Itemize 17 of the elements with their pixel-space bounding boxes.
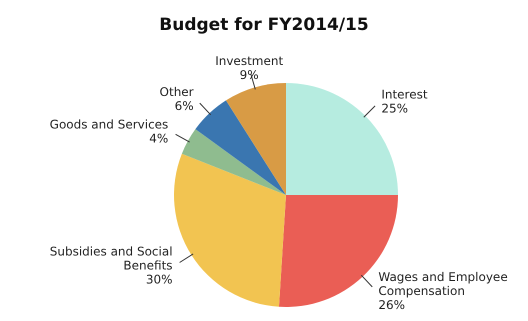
data-label: 4%	[149, 131, 168, 146]
data-label: 25%	[381, 102, 408, 116]
data-label: 9%	[240, 68, 259, 82]
pie-slice	[182, 129, 286, 195]
slice-label: Investment	[215, 54, 284, 68]
pie-slice	[174, 154, 286, 307]
slice-label: Interest	[381, 88, 428, 102]
slice-label: Other	[160, 84, 194, 99]
slice-label: Subsidies and Social Benefits	[50, 244, 173, 273]
pie-slice	[226, 83, 286, 195]
data-label: 30%	[146, 272, 173, 287]
data-label: 26%	[378, 298, 406, 312]
data-label: 6%	[174, 98, 194, 113]
slice-label: Wages and Employee Compensation	[378, 270, 508, 298]
chart-title: Budget for FY2014/15	[159, 15, 369, 35]
slice-label: Goods and Services	[50, 117, 168, 132]
pie-slice	[195, 100, 286, 195]
